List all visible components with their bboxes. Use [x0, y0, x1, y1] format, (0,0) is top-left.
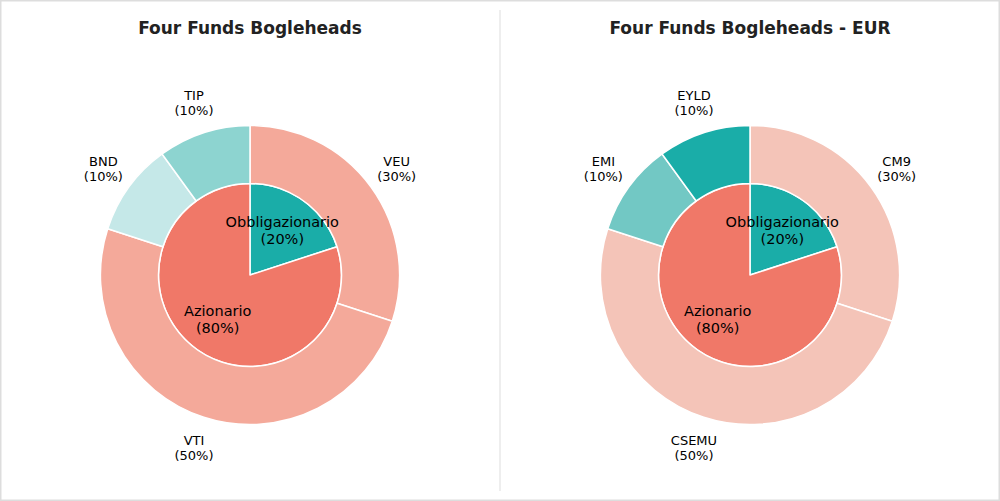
panel: Four Funds Bogleheads Obbligazionario(20%…: [84, 18, 416, 463]
outer-label: VEU(30%): [377, 153, 416, 184]
outer-label-line: BND: [89, 153, 118, 168]
outer-label-line: EYLD: [677, 87, 710, 102]
inner-wedge: [158, 183, 341, 366]
wedges: [100, 125, 399, 424]
inner-label: Obbligazionario(20%): [226, 214, 340, 247]
outer-label: CM9(30%): [877, 153, 916, 184]
inner-label-line: (20%): [261, 231, 305, 247]
title: Four Funds Bogleheads - EUR: [609, 18, 890, 38]
outer-wedge: [600, 229, 892, 425]
outer-label-line: EMI: [592, 153, 615, 168]
inner-label: Obbligazionario(20%): [726, 214, 840, 247]
inner-label-line: Azionario: [184, 303, 251, 319]
labels: Obbligazionario(20%) Azionario(80%) CM9(30…: [584, 87, 916, 462]
outer-label-line: (30%): [877, 169, 916, 184]
inner-label-line: Obbligazionario: [226, 214, 340, 230]
inner-label: Azionario(80%): [684, 303, 751, 336]
outer-label-line: (30%): [377, 169, 416, 184]
inner-label-line: Obbligazionario: [726, 214, 840, 230]
outer-label: VTI(50%): [174, 432, 213, 463]
outer-label: CSEMU(50%): [671, 432, 717, 463]
inner-label-line: (80%): [696, 320, 740, 336]
background: [0, 0, 1000, 501]
outer-wedge: [100, 229, 392, 425]
outer-label-line: CM9: [882, 153, 911, 168]
outer-label-line: (10%): [174, 103, 213, 118]
title: Four Funds Bogleheads: [138, 18, 362, 38]
panel: Four Funds Bogleheads - EUR Obbligazionar…: [584, 18, 916, 463]
outer-wedge: [162, 125, 250, 201]
divider: [500, 10, 501, 491]
wedges: [600, 125, 899, 424]
outer-label-line: (10%): [584, 169, 623, 184]
outer-label-line: (10%): [84, 169, 123, 184]
outer-label-line: VTI: [184, 432, 205, 447]
outer-label-line: VEU: [383, 153, 410, 168]
outer-label: TIP(10%): [174, 87, 213, 118]
figure: Four Funds BogleheadsObbligazionario(20%…: [0, 0, 1000, 501]
outer-label-line: (50%): [674, 448, 713, 463]
outer-wedge: [662, 125, 750, 201]
inner-label-line: (20%): [761, 231, 805, 247]
outer-label: EYLD(10%): [674, 87, 713, 118]
inner-wedge: [658, 183, 841, 366]
inner-label-line: Azionario: [684, 303, 751, 319]
outer-label: BND(10%): [84, 153, 123, 184]
outer-label-line: (10%): [674, 103, 713, 118]
outer-label-line: TIP: [183, 87, 204, 102]
outer-label-line: CSEMU: [671, 432, 717, 447]
outer-label: EMI(10%): [584, 153, 623, 184]
chart-root: Four Funds BogleheadsObbligazionario(20%…: [0, 0, 1000, 501]
frame: [1, 1, 1000, 501]
labels: Obbligazionario(20%) Azionario(80%) VEU(30…: [84, 87, 416, 462]
outer-label-line: (50%): [174, 448, 213, 463]
inner-label-line: (80%): [196, 320, 240, 336]
inner-label: Azionario(80%): [184, 303, 251, 336]
